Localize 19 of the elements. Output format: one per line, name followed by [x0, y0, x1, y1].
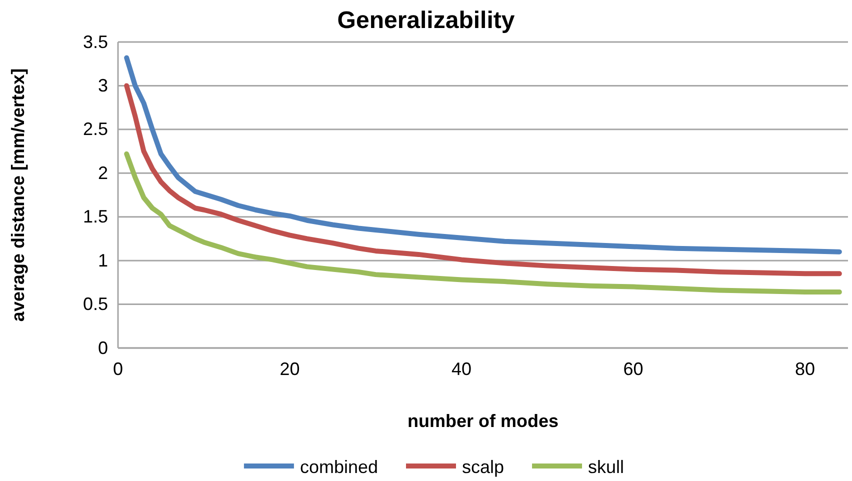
y-axis-title: average distance [mm/vertex] — [8, 68, 28, 322]
y-tick-label: 2 — [98, 162, 108, 183]
y-tick-label: 1 — [98, 250, 108, 270]
y-tick-label: 3 — [98, 75, 108, 96]
y-tick-label: 3.5 — [82, 32, 108, 52]
legend-label: skull — [588, 457, 624, 477]
y-tick-label: 1.5 — [82, 206, 108, 227]
x-tick-label: 20 — [280, 358, 300, 379]
y-tick-label: 2.5 — [82, 119, 108, 140]
x-tick-label: 0 — [112, 358, 124, 379]
legend-label: scalp — [462, 457, 504, 477]
chart-title: Generalizability — [337, 7, 516, 34]
x-tick-label: 60 — [623, 358, 644, 379]
x-tick-label: 40 — [452, 358, 472, 379]
x-tick-label: 80 — [795, 358, 816, 379]
legend-label: combined — [300, 457, 378, 477]
y-tick-label: 0 — [98, 338, 108, 358]
y-tick-label: 0.5 — [82, 294, 108, 314]
x-axis-title: number of modes — [407, 411, 559, 431]
